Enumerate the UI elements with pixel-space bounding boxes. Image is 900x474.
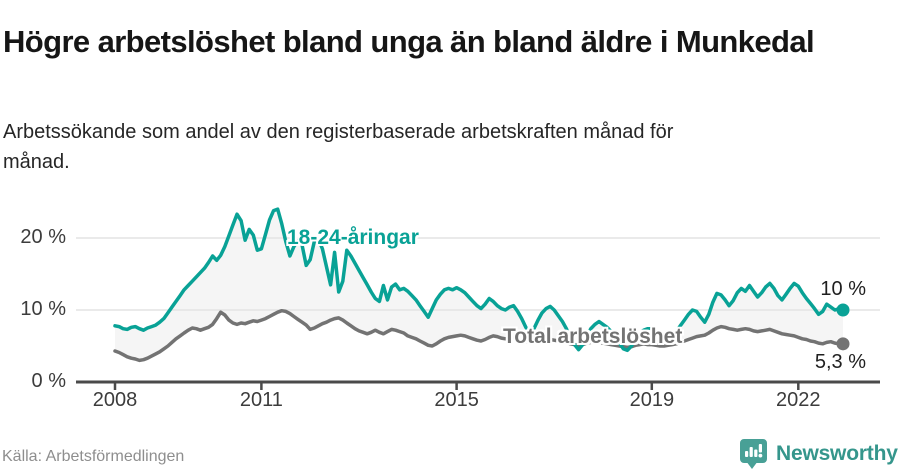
area-between-series	[115, 209, 843, 361]
brand-name: Newsworthy	[776, 442, 898, 465]
newsworthy-bubble-chart-icon	[740, 439, 767, 469]
series-line-young	[113, 207, 845, 353]
series-line-total	[113, 308, 845, 363]
end-value-label-young: 10 %	[820, 278, 866, 300]
plot-canvas	[76, 207, 880, 390]
source-caption: Källa: Arbetsförmedlingen	[2, 448, 185, 465]
newsworthy-logo[interactable]: Newsworthy	[739, 438, 898, 470]
x-axis-tick-label: 2011	[239, 389, 283, 411]
end-dot-total	[836, 337, 850, 351]
x-axis-tick-label: 2008	[92, 389, 138, 411]
x-axis-tick-label: 2019	[629, 389, 675, 411]
chart-subtitle: Arbetssökande som andel av den registerb…	[3, 121, 674, 173]
y-axis-tick-label: 10 %	[20, 298, 66, 320]
end-value-label-total: 5,3 %	[814, 351, 866, 373]
page-title: Högre arbetslöshet bland unga än bland ä…	[3, 23, 815, 59]
x-axis-tick-label: 2022	[776, 389, 821, 411]
x-axis-tick-label: 2015	[434, 389, 479, 411]
unemployment-line-chart: 18-24-åringar Total arbetslöshet 10 % 5,…	[0, 180, 900, 430]
y-axis-tick-label: 20 %	[20, 226, 66, 248]
y-axis-tick-label: 0 %	[31, 370, 66, 392]
end-dot-young	[836, 303, 850, 317]
series-label-total: Total arbetslöshet	[503, 325, 683, 348]
series-label-young: 18-24-åringar	[287, 226, 419, 249]
